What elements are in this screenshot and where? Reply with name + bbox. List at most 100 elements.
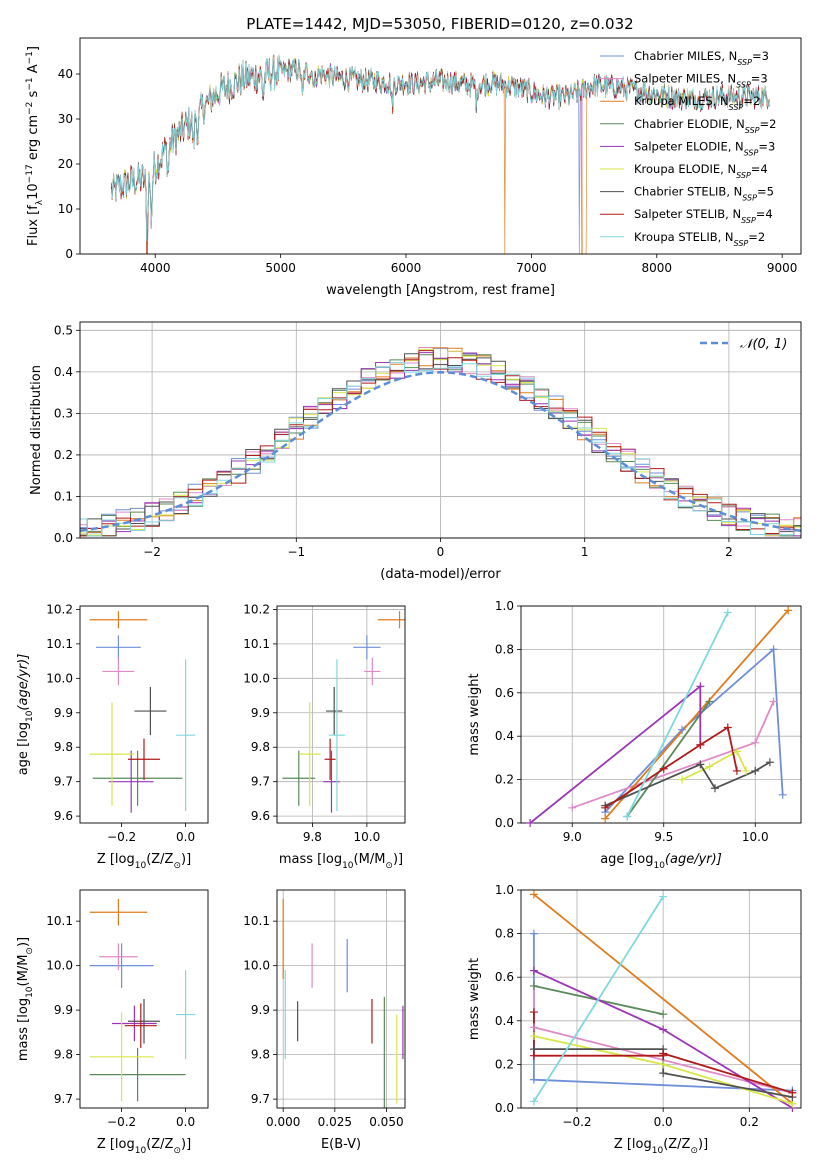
y-axis-label: mass weight (467, 958, 482, 1040)
legend-entry: Salpeter STELIB, NSSP=4 (634, 207, 773, 225)
label-part: 10 (26, 183, 41, 200)
y-tick-label: 0.4 (495, 1014, 514, 1028)
data-point (529, 1023, 538, 1032)
y-tick-label: 1.0 (495, 883, 514, 897)
y-tick-label: 10.1 (46, 637, 73, 651)
x-tick-label: 10.0 (742, 830, 769, 844)
y-tick-label: 10.1 (243, 637, 270, 651)
x-tick-label: 10.0 (354, 830, 381, 844)
data-point (659, 1060, 668, 1069)
label-part: ⊙ (173, 861, 181, 871)
x-axis-label: mass [log10(M/M⊙)] (279, 852, 403, 871)
y-tick-label: 0.6 (495, 970, 514, 984)
label-part: )] (16, 937, 31, 947)
data-point (529, 890, 538, 899)
data-point (659, 1010, 668, 1019)
series-line (571, 701, 775, 809)
data-point (751, 766, 760, 775)
data-point (529, 1075, 538, 1084)
label-part: =3 (751, 72, 768, 86)
axes-frame (276, 605, 406, 824)
axes-age_vs_Z: −0.2 0.09.69.79.89.910.010.110.2Z [log10(… (16, 602, 209, 871)
y-tick-label: 9.8 (54, 740, 73, 754)
series-line (626, 612, 729, 817)
x-axis-label: age [log10(age/yr)] (600, 852, 722, 871)
legend-entry: Kroupa MILES, NSSP=2 (634, 94, 760, 112)
label-part: age [log (600, 852, 653, 867)
label-part: Kroupa STELIB, N (634, 230, 734, 244)
y-tick-label: 0.4 (54, 365, 73, 379)
label-part: mass [log (279, 852, 342, 867)
y-tick-label: 0.5 (54, 323, 73, 337)
x-tick-label: 0.050 (369, 1115, 403, 1129)
data-point (710, 784, 719, 793)
axes-frame (79, 889, 209, 1109)
y-tick-label: 0 (65, 247, 73, 261)
y-axis-label: mass [log10(M/M⊙)] (16, 937, 35, 1061)
y-tick-label: 1.0 (495, 599, 514, 613)
x-tick-label: 0.0 (176, 830, 195, 844)
data-point (529, 1097, 538, 1106)
label-part: =3 (758, 139, 775, 153)
y-tick-label: 0.1 (54, 489, 73, 503)
label-part: Kroupa ELODIE, N (634, 162, 736, 176)
label-part: (age/yr)] (665, 852, 722, 867)
label-part: =4 (751, 162, 768, 176)
label-part: Chabrier STELIB, N (634, 185, 742, 199)
label-part: (age/yr)] (16, 654, 31, 711)
data-point (659, 1069, 668, 1078)
x-tick-label: −0.2 (562, 1115, 591, 1129)
data-point (659, 1025, 668, 1034)
x-tick-label: 6000 (391, 261, 422, 275)
y-tick-label: 9.8 (54, 1048, 73, 1062)
spectrum-line (110, 56, 771, 242)
label-part: ⊙ (690, 1146, 698, 1156)
y-tick-label: 9.8 (251, 1048, 270, 1062)
y-tick-label: 9.7 (54, 775, 73, 789)
label-part: (M/M (354, 852, 386, 867)
y-tick-label: 9.9 (251, 706, 270, 720)
axes-age_vs_mass: 9.8 10.0 9.6 9.7 9.8 9.9 10.0 10.1 10.2 mass [log… (243, 602, 406, 871)
data-point (529, 1032, 538, 1041)
label-part: −1 (25, 77, 35, 90)
label-part: 10 (135, 861, 147, 871)
label-part: Salpeter STELIB, N (634, 207, 741, 221)
data-point (705, 697, 714, 706)
legend-entry: Chabrier STELIB, NSSP=5 (634, 185, 774, 203)
y-tick-label: 20 (58, 157, 73, 171)
x-tick-label: 1 (581, 545, 589, 559)
axes-frame (276, 889, 406, 1109)
x-tick-label: 8000 (642, 261, 673, 275)
y-tick-label: 0.8 (495, 927, 514, 941)
data-point (765, 758, 774, 767)
label-part: =2 (748, 230, 765, 244)
series-line (604, 609, 789, 820)
label-part: SSP (742, 193, 757, 202)
label-part: 10 (25, 986, 35, 998)
x-tick-label: 0.000 (266, 1115, 300, 1129)
label-part: SSP (734, 238, 749, 247)
x-tick-label: 7000 (516, 261, 547, 275)
data-point (751, 738, 760, 747)
y-tick-label: 0.3 (54, 406, 73, 420)
x-axis-label: (data-model)/error (380, 567, 501, 582)
x-tick-label: −0.2 (107, 830, 136, 844)
y-tick-label: 9.6 (251, 809, 270, 823)
gaussian-curve (80, 371, 801, 532)
legend-entry: Kroupa ELODIE, NSSP=4 (634, 162, 768, 180)
data-point (659, 764, 668, 773)
y-tick-label: 30 (58, 112, 73, 126)
x-axis-label: wavelength [Angstrom, rest frame] (326, 283, 555, 298)
x-tick-label: 0.2 (740, 1115, 759, 1129)
label-part: Z [log (97, 1137, 135, 1152)
y-tick-label: 9.7 (54, 1092, 73, 1106)
data-point (529, 966, 538, 975)
data-point (659, 892, 668, 901)
label-part: =4 (756, 207, 773, 221)
data-point (696, 760, 705, 769)
figure-title: PLATE=1442, MJD=53050, FIBERID=0120, z=0… (246, 15, 633, 33)
x-tick-label: 0.025 (318, 1115, 352, 1129)
plot-area (89, 611, 196, 813)
y-tick-label: 0.4 (495, 729, 514, 743)
